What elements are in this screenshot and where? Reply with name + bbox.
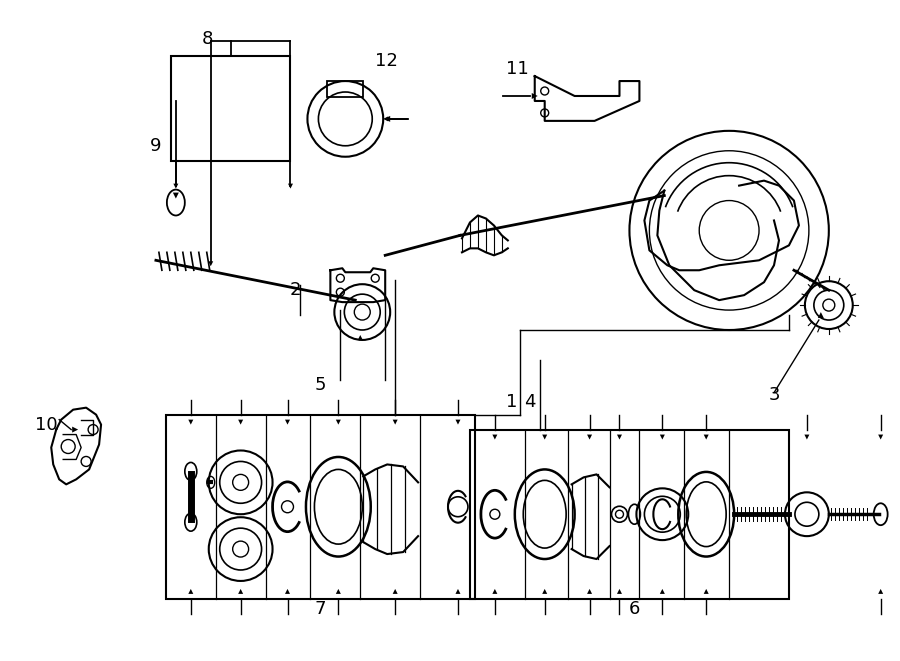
Polygon shape: [455, 589, 461, 594]
Polygon shape: [542, 434, 547, 440]
Polygon shape: [173, 192, 179, 198]
Polygon shape: [492, 434, 498, 440]
Text: 7: 7: [315, 600, 326, 618]
Bar: [166, 414, 475, 599]
Polygon shape: [238, 420, 243, 424]
Polygon shape: [704, 434, 708, 440]
Polygon shape: [174, 184, 178, 188]
Text: 9: 9: [150, 137, 162, 155]
Polygon shape: [660, 434, 665, 440]
Polygon shape: [587, 589, 592, 594]
Polygon shape: [805, 434, 809, 440]
Polygon shape: [878, 434, 883, 440]
Polygon shape: [492, 589, 498, 594]
Polygon shape: [587, 434, 592, 440]
Polygon shape: [285, 589, 290, 594]
Text: 1: 1: [506, 393, 518, 410]
Text: 6: 6: [629, 600, 640, 618]
Text: 12: 12: [374, 52, 398, 70]
Polygon shape: [72, 426, 78, 432]
Polygon shape: [818, 312, 824, 318]
Polygon shape: [542, 589, 547, 594]
Bar: [328, 81, 364, 97]
Polygon shape: [336, 420, 341, 424]
Text: 4: 4: [524, 393, 536, 410]
Polygon shape: [392, 589, 398, 594]
Polygon shape: [208, 261, 213, 266]
Polygon shape: [660, 589, 665, 594]
Polygon shape: [288, 184, 293, 188]
Polygon shape: [704, 589, 708, 594]
Polygon shape: [384, 116, 391, 122]
Text: 10: 10: [35, 416, 58, 434]
Polygon shape: [532, 93, 537, 99]
Polygon shape: [188, 589, 194, 594]
Bar: [470, 430, 789, 599]
Text: 3: 3: [769, 386, 779, 404]
Polygon shape: [617, 434, 622, 440]
Polygon shape: [392, 420, 398, 424]
Polygon shape: [383, 116, 388, 122]
Text: 2: 2: [290, 281, 302, 299]
Text: 8: 8: [202, 30, 213, 48]
Polygon shape: [336, 589, 341, 594]
Polygon shape: [238, 589, 243, 594]
Polygon shape: [617, 589, 622, 594]
Polygon shape: [285, 420, 290, 424]
Polygon shape: [188, 420, 194, 424]
Text: 5: 5: [315, 375, 326, 394]
Polygon shape: [358, 335, 363, 340]
Polygon shape: [878, 589, 883, 594]
Text: 11: 11: [507, 60, 529, 78]
Polygon shape: [455, 420, 461, 424]
Bar: [171, 56, 291, 161]
